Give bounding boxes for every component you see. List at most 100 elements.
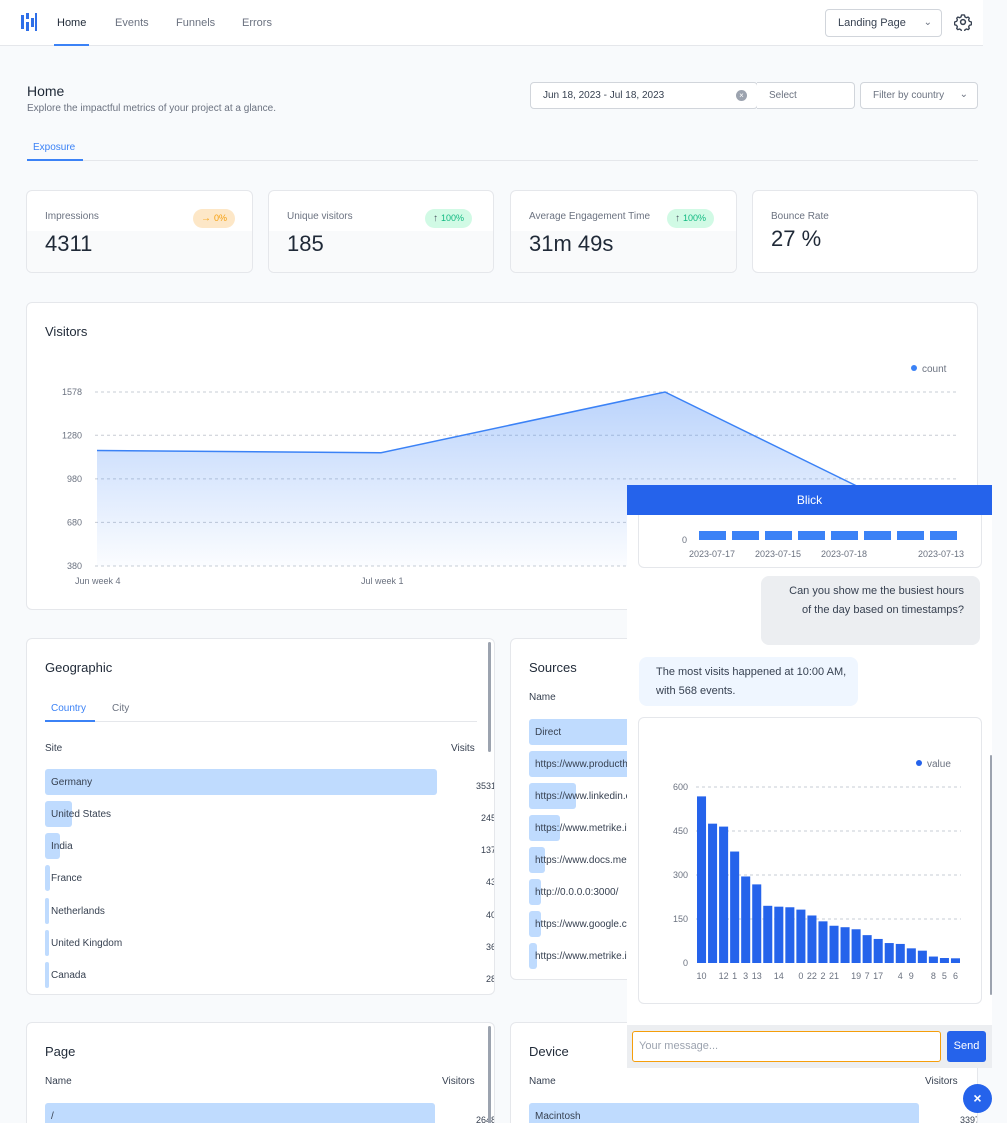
scrollbar[interactable] bbox=[990, 755, 992, 995]
list-item[interactable]: France 43 bbox=[45, 865, 494, 891]
stat-value: 27 % bbox=[771, 226, 822, 251]
app-logo[interactable] bbox=[21, 13, 37, 31]
bar bbox=[928, 956, 938, 963]
x-tick-label: 0 bbox=[798, 971, 803, 981]
chat-input-placeholder: Your message... bbox=[639, 1040, 719, 1052]
x-tick-label: 7 bbox=[865, 971, 870, 981]
row-value: 137 bbox=[480, 845, 495, 855]
x-tick-label: 3 bbox=[743, 971, 748, 981]
list-item[interactable]: https://www.metrike.io/ bbox=[529, 943, 639, 969]
change-badge: → 0% bbox=[193, 209, 236, 228]
table-row[interactable]: / 2648 bbox=[45, 1103, 494, 1123]
project-select[interactable]: Landing Page ⌄ bbox=[825, 9, 942, 37]
list-item[interactable]: https://www.google.com bbox=[529, 911, 640, 937]
stat-value: 31m 49s bbox=[529, 231, 614, 256]
list-item[interactable]: Canada 28 bbox=[45, 962, 494, 988]
list-item[interactable]: Direct bbox=[529, 719, 639, 745]
bar bbox=[785, 907, 795, 963]
change-badge-value: 100% bbox=[441, 213, 465, 223]
list-item[interactable]: https://www.metrike.io bbox=[529, 815, 639, 841]
change-badge-value: 100% bbox=[683, 213, 707, 223]
row-bar bbox=[529, 815, 561, 841]
tab-exposure[interactable]: Exposure bbox=[33, 142, 76, 153]
sources-panel: Sources Name Direct https://www.producthu… bbox=[510, 638, 640, 980]
panel-title: Device bbox=[529, 1044, 569, 1059]
scrollbar[interactable] bbox=[488, 1026, 491, 1123]
period-select[interactable]: Select bbox=[757, 82, 855, 109]
row-label: https://www.google.com bbox=[535, 919, 640, 930]
bar bbox=[697, 796, 707, 963]
close-chat-button[interactable]: × bbox=[963, 1084, 992, 1113]
close-icon: × bbox=[973, 1090, 982, 1106]
row-bar bbox=[529, 847, 545, 873]
list-item[interactable]: https://www.docs.metrike.io bbox=[529, 847, 639, 873]
y-tick-label: 1280 bbox=[62, 430, 82, 440]
table-row[interactable]: Macintosh 3397 bbox=[529, 1103, 977, 1123]
list-item[interactable]: https://www.producthunt.com bbox=[529, 751, 639, 777]
list-item[interactable]: India 137 bbox=[45, 833, 494, 859]
bar bbox=[798, 531, 825, 540]
chevron-down-icon: ⌄ bbox=[959, 89, 968, 100]
column-header-site: Site bbox=[45, 743, 63, 754]
row-bar bbox=[529, 783, 576, 809]
panel-title: Sources bbox=[529, 660, 577, 675]
date-range-picker[interactable]: Jun 18, 2023 - Jul 18, 2023 × bbox=[530, 82, 758, 109]
row-value: 28 bbox=[485, 974, 495, 984]
row-value: 3397 bbox=[959, 1115, 978, 1123]
tab-country[interactable]: Country bbox=[51, 703, 87, 714]
change-badge-value: 0% bbox=[214, 213, 228, 223]
nav-tab-events[interactable]: Events bbox=[115, 17, 149, 29]
list-item[interactable]: Netherlands 40 bbox=[45, 898, 494, 924]
legend-dot-icon bbox=[911, 365, 917, 371]
bar bbox=[862, 935, 872, 963]
scrollbar[interactable] bbox=[488, 642, 491, 752]
x-tick-label: 9 bbox=[909, 971, 914, 981]
column-header-name: Name bbox=[529, 1076, 556, 1087]
clear-icon[interactable]: × bbox=[736, 90, 747, 101]
nav-tab-errors[interactable]: Errors bbox=[242, 17, 272, 29]
bar bbox=[930, 531, 957, 540]
column-header-visits: Visits bbox=[451, 743, 475, 754]
arrow-right-icon: → bbox=[201, 213, 211, 224]
list-item[interactable]: United States 245 bbox=[45, 801, 494, 827]
list-item[interactable]: United Kingdom 36 bbox=[45, 930, 494, 956]
country-filter[interactable]: Filter by country ⌄ bbox=[860, 82, 978, 109]
y-tick-label: 300 bbox=[673, 870, 688, 880]
panel-title: Visitors bbox=[45, 324, 88, 339]
row-bar bbox=[529, 911, 541, 937]
row-value: 43 bbox=[485, 877, 495, 887]
bar bbox=[873, 938, 883, 963]
row-label: India bbox=[51, 841, 73, 852]
stat-label: Unique visitors bbox=[287, 211, 353, 222]
stat-card-engagement-time: Average Engagement Time 31m 49s ↑ 100% bbox=[510, 190, 737, 273]
y-tick-label: 0 bbox=[683, 958, 688, 968]
bar bbox=[730, 851, 740, 963]
bar bbox=[732, 531, 759, 540]
row-label: https://www.metrike.io/ bbox=[535, 951, 636, 962]
stat-card-unique-visitors: Unique visitors 185 ↑ 100% bbox=[268, 190, 494, 273]
chart-legend: value bbox=[916, 759, 951, 770]
bar bbox=[895, 943, 905, 963]
change-badge: ↑ 100% bbox=[667, 209, 715, 228]
row-label: Netherlands bbox=[51, 906, 105, 917]
row-label: http://0.0.0.0:3000/ bbox=[535, 887, 619, 898]
tab-city[interactable]: City bbox=[112, 703, 130, 714]
column-header-name: Name bbox=[529, 692, 556, 703]
nav-tab-funnels[interactable]: Funnels bbox=[176, 17, 216, 29]
y-tick-label: 600 bbox=[673, 782, 688, 792]
change-badge: ↑ 100% bbox=[425, 209, 473, 228]
list-item[interactable]: http://0.0.0.0:3000/ bbox=[529, 879, 639, 905]
row-bar bbox=[529, 751, 639, 777]
row-label: https://www.docs.metrike.io bbox=[535, 855, 639, 866]
row-bar bbox=[529, 943, 537, 969]
list-item[interactable]: Germany 3531 bbox=[45, 769, 494, 795]
bar bbox=[829, 925, 839, 963]
y-tick-label: 680 bbox=[67, 517, 82, 527]
nav-tab-home[interactable]: Home bbox=[57, 17, 87, 29]
chat-message-input[interactable]: Your message... bbox=[632, 1031, 941, 1062]
x-tick-label: 13 bbox=[752, 971, 762, 981]
gear-icon[interactable] bbox=[954, 13, 972, 31]
active-subtab-indicator bbox=[27, 159, 83, 161]
list-item[interactable]: https://www.linkedin.com bbox=[529, 783, 639, 809]
send-button[interactable]: Send bbox=[947, 1031, 986, 1062]
